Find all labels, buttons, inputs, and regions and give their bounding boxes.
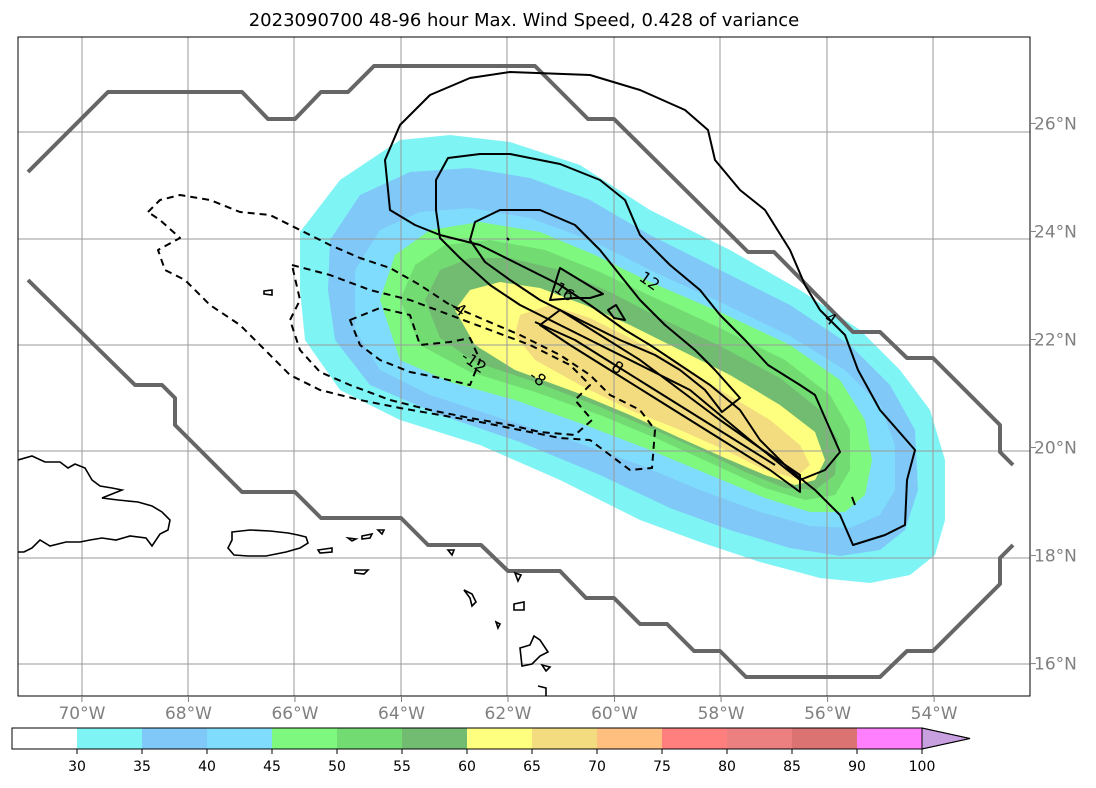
grid-lines xyxy=(18,37,1030,696)
island-5 xyxy=(354,569,370,575)
colorbar-segment xyxy=(207,728,272,749)
colorbar-segment xyxy=(12,728,77,749)
colorbar-tick-label: 55 xyxy=(393,759,411,775)
cone-south-boundary xyxy=(26,278,1015,679)
contour-pos-16 xyxy=(549,267,604,301)
x-tick-label: 56°W xyxy=(804,704,851,724)
chart-title: 2023090700 48-96 hour Max. Wind Speed, 0… xyxy=(249,10,800,31)
y-tick-label: 16°N xyxy=(1034,655,1077,675)
y-tick-label: 20°N xyxy=(1034,439,1077,459)
negative-contours xyxy=(147,194,656,471)
x-tick-label: 70°W xyxy=(58,704,105,724)
x-tick-label: 68°W xyxy=(165,704,212,724)
contour-dot-1 xyxy=(506,237,510,241)
island-13 xyxy=(537,685,547,696)
x-tick-label: 54°W xyxy=(911,704,958,724)
colorbar-outline xyxy=(11,727,971,750)
colorbar-segment xyxy=(337,728,402,749)
colorbar-segment xyxy=(532,728,597,749)
colorbar-tick-label: 60 xyxy=(458,759,476,775)
x-tick-label: 64°W xyxy=(378,704,425,724)
x-tick-label: 60°W xyxy=(591,704,638,724)
island-6 xyxy=(446,549,456,557)
colorbar-segment xyxy=(792,728,857,749)
island-14 xyxy=(263,289,273,296)
wind-speed-fill xyxy=(300,135,945,583)
colorbar-extend-arrow xyxy=(921,727,971,750)
island-1 xyxy=(316,547,333,554)
x-tick-label: 58°W xyxy=(698,704,745,724)
hispaniola-coast xyxy=(18,455,171,553)
colorbar-segment xyxy=(142,728,207,749)
plot-frame xyxy=(17,36,1031,697)
island-11 xyxy=(519,634,550,667)
colorbar-segment xyxy=(467,728,532,749)
colorbar-tick-label: 75 xyxy=(653,759,671,775)
colorbar: 30 35 40 45 50 55 60 65 70 75 80 85 90 100 xyxy=(11,727,971,775)
contour-dot-2 xyxy=(851,496,856,506)
colorbar-segment xyxy=(402,728,467,749)
colorbar-segment xyxy=(272,728,337,749)
island-4 xyxy=(376,529,386,536)
contour-neg-12 xyxy=(349,307,481,386)
contour-pos-8-inner xyxy=(539,309,801,493)
contour-pos-16b xyxy=(607,304,626,321)
colorbar-tick-label: 50 xyxy=(328,759,346,775)
y-tick-label: 22°N xyxy=(1034,330,1077,350)
coastlines xyxy=(18,289,552,696)
colorbar-tick-label: 85 xyxy=(783,759,801,775)
colorbar-segment xyxy=(857,728,922,749)
y-tick-label: 24°N xyxy=(1034,222,1077,242)
cone-north-boundary xyxy=(26,64,1015,467)
island-10 xyxy=(494,620,502,631)
colorbar-segment xyxy=(662,728,727,749)
colorbar-tick-label: 65 xyxy=(523,759,541,775)
y-tick-label: 26°N xyxy=(1034,114,1077,134)
colorbar-tick-label: 45 xyxy=(263,759,281,775)
colorbar-segment xyxy=(727,728,792,749)
island-2 xyxy=(345,536,359,542)
colorbar-segment xyxy=(597,728,662,749)
colorbar-tick-label: 80 xyxy=(718,759,736,775)
island-9 xyxy=(513,601,525,611)
island-12 xyxy=(540,663,552,673)
y-axis: 16°N 18°N 20°N 22°N 24°N 26°N xyxy=(1030,114,1077,675)
puerto-rico-coast xyxy=(227,529,309,557)
colorbar-tick-label: 100 xyxy=(909,759,936,775)
contour-neg-4 xyxy=(147,194,656,471)
x-tick-label: 66°W xyxy=(271,704,318,724)
contour-pos-12-inner xyxy=(534,321,776,466)
positive-contours xyxy=(384,71,916,546)
colorbar-tick-label: 30 xyxy=(68,759,86,775)
island-7 xyxy=(513,571,523,583)
contour-pos-4 xyxy=(384,71,916,546)
colorbar-tick-label: 70 xyxy=(588,759,606,775)
contour-pos-8 xyxy=(435,153,841,481)
colorbar-tick-label: 35 xyxy=(133,759,151,775)
y-tick-label: 18°N xyxy=(1034,547,1077,567)
island-8 xyxy=(463,589,477,608)
forecast-cone xyxy=(26,64,1015,679)
colorbar-tick-label: 40 xyxy=(198,759,216,775)
colorbar-segment xyxy=(77,728,142,749)
colorbar-tick-label: 90 xyxy=(848,759,866,775)
x-tick-label: 62°W xyxy=(485,704,532,724)
x-axis: 70°W 68°W 66°W 64°W 62°W 60°W 58°W 56°W 54°W xyxy=(58,696,958,724)
island-3 xyxy=(361,532,374,540)
